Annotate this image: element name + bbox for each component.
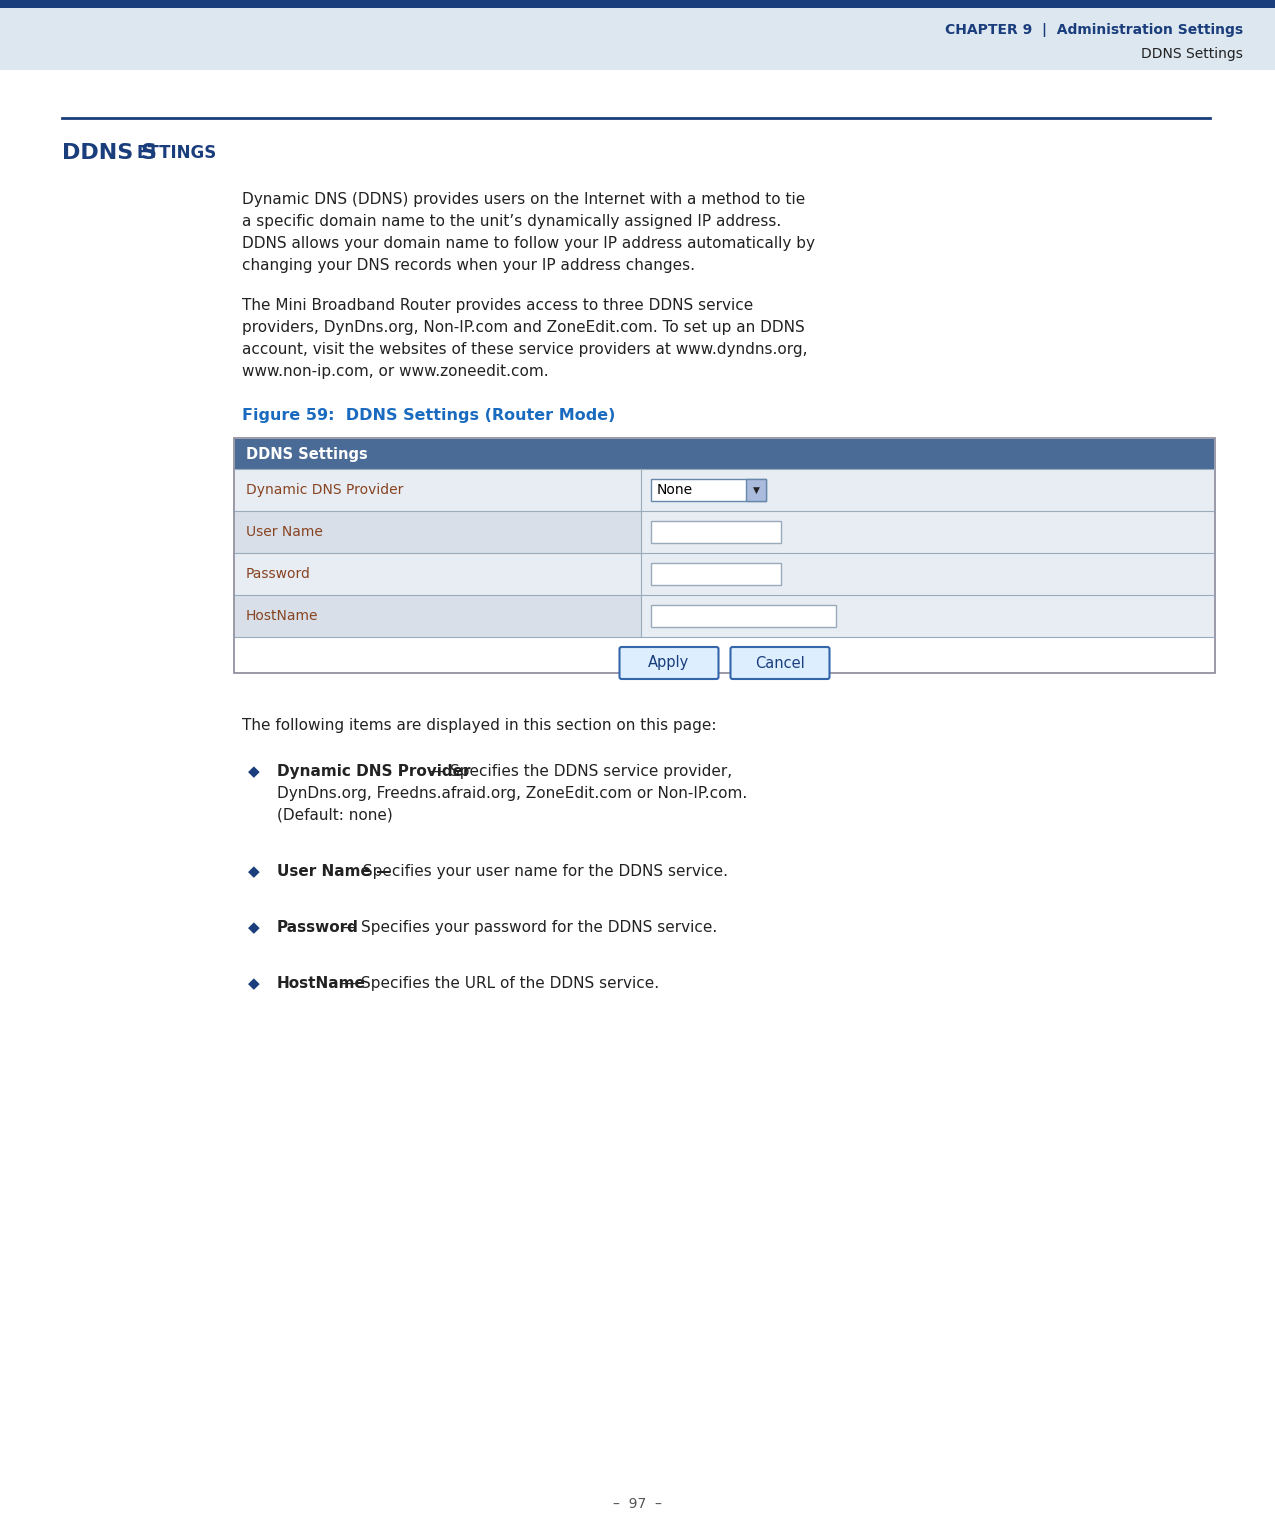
Bar <box>641 553 1214 594</box>
Text: Password: Password <box>246 567 311 581</box>
Text: ◆: ◆ <box>249 764 260 780</box>
Bar <box>235 440 1214 469</box>
Bar <box>0 0 1275 70</box>
Bar <box>641 512 1214 553</box>
Text: –  97  –: – 97 – <box>613 1497 662 1511</box>
Text: ◆: ◆ <box>249 864 260 879</box>
FancyBboxPatch shape <box>620 647 719 679</box>
Bar <box>235 553 641 594</box>
Text: CHAPTER 9  |  Administration Settings: CHAPTER 9 | Administration Settings <box>945 23 1243 37</box>
Text: Cancel: Cancel <box>755 656 805 671</box>
Text: (Default: none): (Default: none) <box>277 807 393 823</box>
Bar <box>235 438 1215 673</box>
Text: DDNS S: DDNS S <box>62 142 157 162</box>
Text: Figure 59:  DDNS Settings (Router Mode): Figure 59: DDNS Settings (Router Mode) <box>242 408 616 423</box>
Text: The following items are displayed in this section on this page:: The following items are displayed in thi… <box>242 719 717 732</box>
Text: None: None <box>657 483 694 496</box>
Text: DDNS allows your domain name to follow your IP address automatically by: DDNS allows your domain name to follow y… <box>242 236 815 251</box>
Text: DDNS Settings: DDNS Settings <box>246 446 367 461</box>
Text: ▼: ▼ <box>752 486 760 495</box>
Text: providers, DynDns.org, Non-IP.com and ZoneEdit.com. To set up an DDNS: providers, DynDns.org, Non-IP.com and Zo… <box>242 320 805 336</box>
Bar <box>641 594 1214 637</box>
Text: account, visit the websites of these service providers at www.dyndns.org,: account, visit the websites of these ser… <box>242 342 807 357</box>
Text: Dynamic DNS Provider: Dynamic DNS Provider <box>246 483 403 496</box>
Text: HostName: HostName <box>277 976 366 991</box>
Text: DynDns.org, Freedns.afraid.org, ZoneEdit.com or Non-IP.com.: DynDns.org, Freedns.afraid.org, ZoneEdit… <box>277 786 747 801</box>
Bar <box>235 469 641 512</box>
Text: ETTINGS: ETTINGS <box>136 144 217 162</box>
Text: DDNS Settings: DDNS Settings <box>1141 47 1243 61</box>
Text: — Specifies your password for the DDNS service.: — Specifies your password for the DDNS s… <box>337 921 718 935</box>
Bar <box>0 0 1275 8</box>
Bar <box>652 480 766 501</box>
Text: changing your DNS records when your IP address changes.: changing your DNS records when your IP a… <box>242 257 695 273</box>
Text: — Specifies the DDNS service provider,: — Specifies the DDNS service provider, <box>425 764 732 778</box>
Bar <box>746 480 766 501</box>
Text: ◆: ◆ <box>249 976 260 991</box>
Bar <box>652 521 782 542</box>
Bar <box>652 605 836 627</box>
Text: Dynamic DNS (DDNS) provides users on the Internet with a method to tie: Dynamic DNS (DDNS) provides users on the… <box>242 192 806 207</box>
Text: a specific domain name to the unit’s dynamically assigned IP address.: a specific domain name to the unit’s dyn… <box>242 214 782 228</box>
Text: HostName: HostName <box>246 610 319 624</box>
Bar <box>235 594 641 637</box>
Text: The Mini Broadband Router provides access to three DDNS service: The Mini Broadband Router provides acces… <box>242 299 754 313</box>
Bar <box>641 469 1214 512</box>
Text: Specifies your user name for the DDNS service.: Specifies your user name for the DDNS se… <box>358 864 728 879</box>
Text: www.non-ip.com, or www.zoneedit.com.: www.non-ip.com, or www.zoneedit.com. <box>242 365 548 378</box>
Text: Password: Password <box>277 921 358 935</box>
Text: User Name —: User Name — <box>277 864 391 879</box>
Bar <box>235 512 641 553</box>
Bar <box>652 562 782 585</box>
Text: Dynamic DNS Provider: Dynamic DNS Provider <box>277 764 470 778</box>
FancyBboxPatch shape <box>731 647 830 679</box>
Text: — Specifies the URL of the DDNS service.: — Specifies the URL of the DDNS service. <box>337 976 659 991</box>
Text: User Name: User Name <box>246 525 323 539</box>
Text: ◆: ◆ <box>249 921 260 936</box>
Text: Apply: Apply <box>649 656 690 671</box>
